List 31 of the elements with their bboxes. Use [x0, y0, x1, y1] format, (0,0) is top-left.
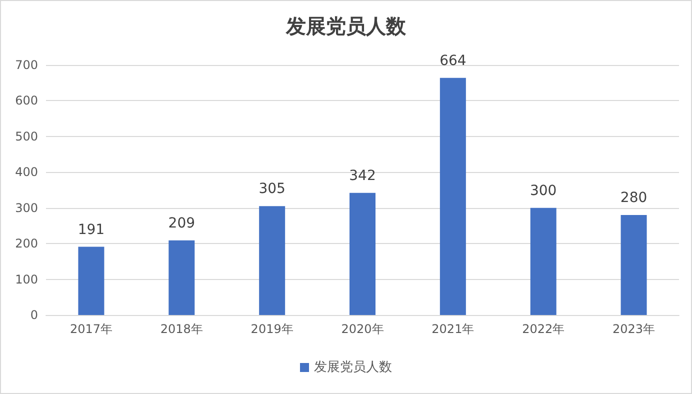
x-tick-label: 2019年: [250, 322, 294, 336]
chart-title: 发展党员人数: [285, 14, 407, 38]
x-tick-label: 2021年: [432, 322, 474, 336]
data-label: 305: [258, 181, 286, 198]
x-tick-label: 2020年: [341, 322, 384, 336]
y-tick-label: 700: [15, 58, 38, 72]
data-label: 280: [620, 190, 648, 206]
bar: [259, 206, 286, 315]
bar: [168, 240, 195, 315]
y-tick-label: 300: [15, 200, 38, 215]
legend-label: 发展党员人数: [314, 360, 392, 375]
data-label: 209: [168, 215, 196, 232]
bar: [620, 215, 647, 315]
y-tick-label: 500: [15, 129, 38, 144]
data-label: 300: [530, 182, 557, 199]
y-tick-label: 0: [30, 308, 38, 322]
x-tick-label: 2023年: [612, 322, 656, 336]
bar: [78, 246, 104, 315]
data-label: 191: [78, 222, 105, 238]
x-tick-label: 2018年: [160, 322, 203, 336]
x-tick-label: 2017年: [70, 322, 112, 336]
y-tick-label: 200: [15, 236, 38, 251]
data-label: 342: [349, 168, 376, 184]
y-tick-label: 400: [15, 165, 38, 180]
y-tick-label: 100: [15, 272, 38, 286]
bar: [530, 208, 556, 315]
x-tick-label: 2022年: [522, 322, 565, 336]
bar: [350, 192, 376, 315]
bar: [440, 78, 466, 315]
y-tick-label: 600: [15, 94, 38, 108]
data-label: 664: [440, 52, 466, 69]
